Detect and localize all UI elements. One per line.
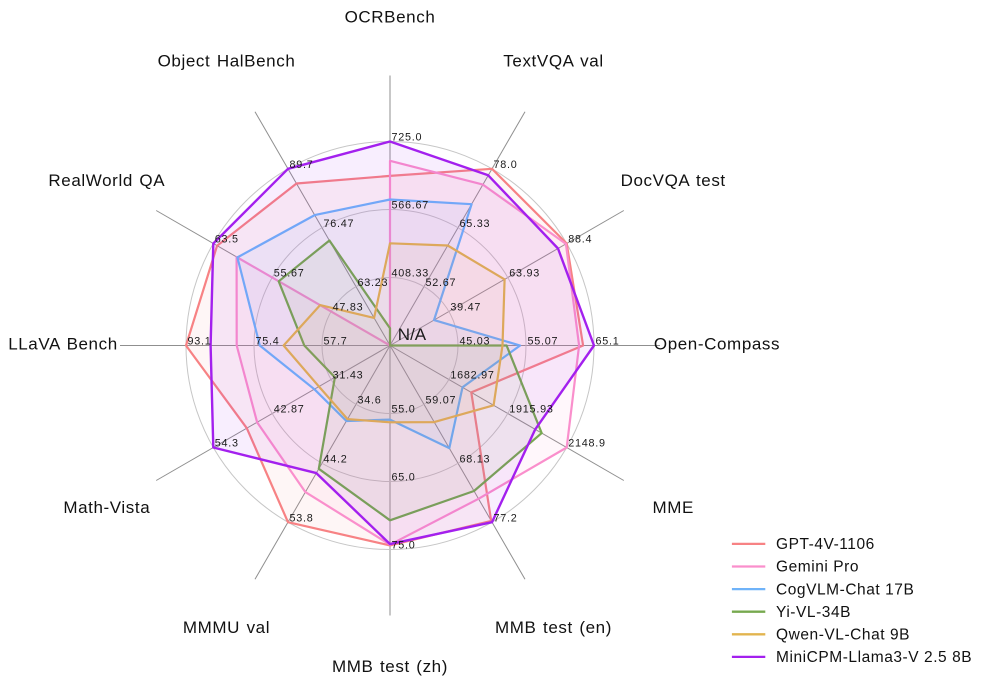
svg-text:75.0: 75.0 [392, 540, 416, 552]
svg-text:Yi-VL-34B: Yi-VL-34B [776, 604, 851, 621]
svg-text:78.0: 78.0 [494, 159, 518, 171]
svg-text:725.0: 725.0 [392, 132, 423, 144]
svg-text:CogVLM-Chat 17B: CogVLM-Chat 17B [776, 581, 914, 598]
svg-text:75.4: 75.4 [256, 336, 280, 348]
svg-text:77.2: 77.2 [494, 512, 518, 524]
svg-text:39.47: 39.47 [450, 302, 481, 314]
svg-text:Gemini Pro: Gemini Pro [776, 559, 859, 576]
svg-text:408.33: 408.33 [392, 268, 430, 280]
svg-text:65.0: 65.0 [392, 472, 416, 484]
svg-text:OCRBench: OCRBench [345, 8, 436, 27]
svg-text:65.1: 65.1 [596, 336, 620, 348]
svg-text:63.5: 63.5 [215, 234, 239, 246]
svg-text:63.93: 63.93 [509, 268, 540, 280]
svg-text:Object HalBench: Object HalBench [158, 52, 296, 71]
svg-text:68.13: 68.13 [460, 454, 491, 466]
svg-text:53.8: 53.8 [290, 512, 314, 524]
svg-text:Math-Vista: Math-Vista [63, 498, 150, 517]
svg-text:63.23: 63.23 [358, 277, 389, 289]
svg-text:59.07: 59.07 [426, 395, 457, 407]
svg-text:42.87: 42.87 [274, 404, 305, 416]
svg-text:MMB test (zh): MMB test (zh) [332, 657, 448, 676]
svg-text:44.2: 44.2 [324, 454, 348, 466]
svg-text:MiniCPM-Llama3-V 2.5 8B: MiniCPM-Llama3-V 2.5 8B [776, 649, 972, 666]
svg-text:Qwen-VL-Chat 9B: Qwen-VL-Chat 9B [776, 627, 910, 644]
svg-text:47.83: 47.83 [333, 302, 364, 314]
svg-text:N/A: N/A [398, 325, 427, 344]
svg-text:MMMU val: MMMU val [183, 618, 270, 637]
svg-text:RealWorld QA: RealWorld QA [48, 171, 165, 190]
svg-text:52.67: 52.67 [426, 277, 457, 289]
svg-text:88.4: 88.4 [568, 234, 592, 246]
svg-text:65.33: 65.33 [460, 218, 491, 230]
svg-text:LLaVA Bench: LLaVA Bench [8, 335, 118, 354]
svg-text:55.0: 55.0 [392, 404, 416, 416]
svg-text:89.7: 89.7 [290, 159, 314, 171]
svg-text:DocVQA test: DocVQA test [621, 171, 726, 190]
svg-text:34.6: 34.6 [358, 395, 382, 407]
svg-text:566.67: 566.67 [392, 200, 430, 212]
svg-text:2148.9: 2148.9 [568, 438, 606, 450]
svg-text:76.47: 76.47 [324, 218, 355, 230]
svg-text:MMB test (en): MMB test (en) [495, 618, 612, 637]
svg-text:31.43: 31.43 [333, 370, 364, 382]
svg-text:1682.97: 1682.97 [450, 370, 494, 382]
svg-text:45.03: 45.03 [460, 336, 491, 348]
svg-text:Open-Compass: Open-Compass [654, 335, 780, 354]
svg-text:TextVQA val: TextVQA val [503, 52, 603, 71]
svg-text:1915.93: 1915.93 [509, 404, 553, 416]
svg-text:55.07: 55.07 [528, 336, 559, 348]
svg-text:57.7: 57.7 [324, 336, 348, 348]
svg-text:GPT-4V-1106: GPT-4V-1106 [776, 536, 875, 553]
svg-text:93.1: 93.1 [188, 336, 212, 348]
svg-text:54.3: 54.3 [215, 438, 239, 450]
svg-text:MME: MME [652, 498, 693, 517]
svg-text:55.67: 55.67 [274, 268, 305, 280]
